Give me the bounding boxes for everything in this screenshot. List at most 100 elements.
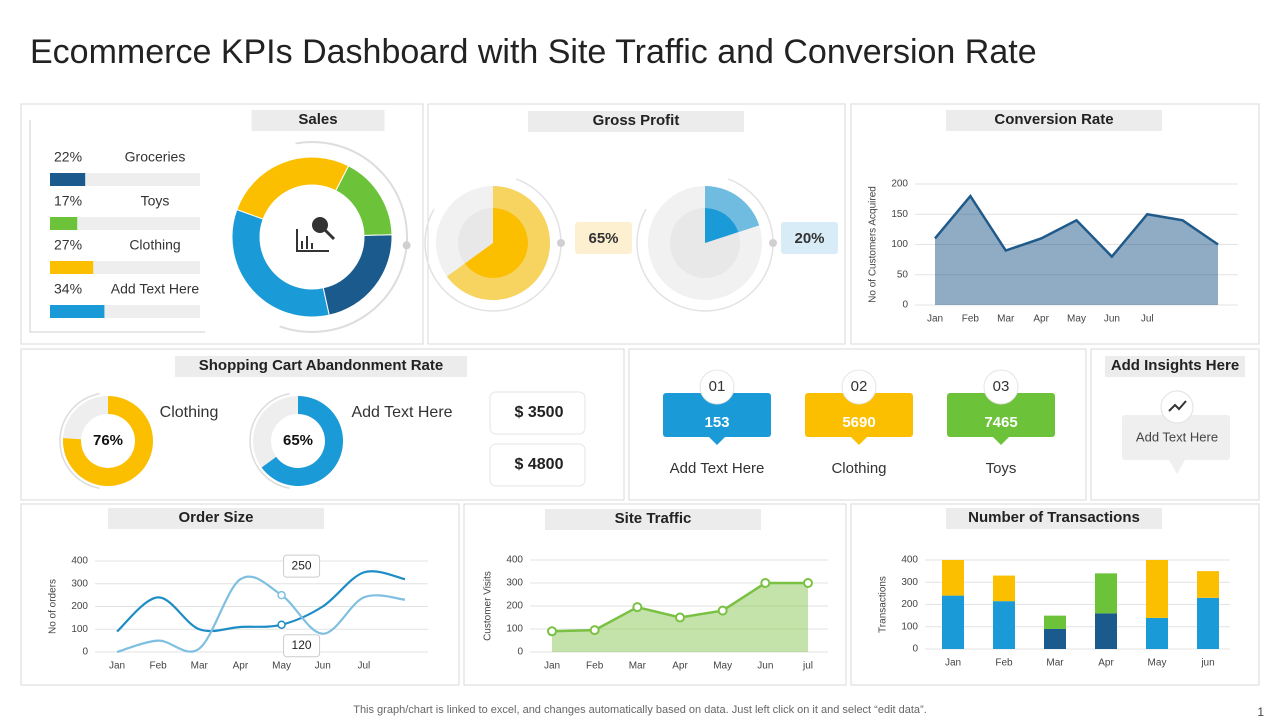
x-tick-label: Jul [1141, 314, 1154, 325]
value-box [781, 222, 838, 254]
y-axis-label: No of orders [48, 579, 59, 634]
bar-track [50, 217, 200, 230]
kpi-badge [841, 369, 877, 405]
panel-header-bg [528, 111, 744, 132]
panel-header-bg [251, 110, 385, 131]
amount-text: $ 3500 [515, 404, 564, 421]
icon [296, 229, 329, 252]
point [277, 620, 286, 629]
x-tick-label: Mar [997, 314, 1015, 325]
insight-icon-glyph [1168, 400, 1187, 412]
decor-dot [557, 239, 565, 247]
decor-dot [769, 239, 777, 247]
decor-line [29, 120, 205, 333]
point [277, 590, 286, 600]
category-label: Clothing [160, 404, 219, 421]
y-tick-label: 0 [82, 647, 88, 658]
x-tick-label: Mar [1046, 658, 1064, 669]
bar-segment [1095, 613, 1117, 649]
y-tick-label: 200 [71, 601, 88, 612]
data-label: 120 [292, 638, 312, 652]
footer-note: This graph/chart is linked to excel, and… [353, 704, 927, 716]
donut-segment [231, 208, 330, 318]
panel-header-bg [545, 509, 761, 530]
value-box [575, 222, 632, 254]
bar [50, 217, 78, 230]
y-tick-label: 200 [891, 179, 908, 190]
kpi-label: Clothing [831, 460, 886, 477]
y-tick-label: 50 [897, 269, 909, 280]
line [116, 570, 406, 633]
y-tick-label: 200 [901, 599, 918, 610]
y-tick-label: 300 [71, 578, 88, 589]
bar-segment [1095, 573, 1117, 614]
percent-label: 34% [54, 281, 82, 297]
x-tick-label: Feb [150, 661, 168, 672]
y-axis-label: Transactions [878, 576, 889, 633]
percent-label: 22% [54, 149, 82, 165]
kpi-number: 03 [993, 378, 1010, 395]
y-tick-label: 300 [506, 578, 523, 589]
bar-segment [1146, 617, 1168, 649]
icon [323, 228, 336, 241]
kpi-number: 02 [851, 378, 868, 395]
callout-pointer [1169, 460, 1185, 474]
point [675, 612, 685, 623]
point [547, 626, 557, 637]
y-tick-label: 400 [71, 556, 88, 567]
page-number: 1 [1257, 705, 1264, 719]
gauge-sector-inner [705, 208, 739, 243]
panel-title: Number of Transactions [968, 509, 1140, 526]
bar-segment [993, 575, 1015, 602]
decor-dot [402, 241, 411, 250]
kpi-pointer [851, 437, 867, 445]
y-axis-label: Customer Visits [483, 571, 494, 641]
panel-header-bg [108, 508, 324, 529]
x-tick-label: May [1148, 658, 1167, 669]
bar-segment [1044, 628, 1066, 649]
callout-box [283, 634, 321, 658]
kpi-card [663, 393, 771, 437]
x-tick-label: Jan [927, 314, 943, 325]
point [589, 625, 600, 636]
x-tick-label: May [272, 661, 291, 672]
bar-segment [942, 560, 964, 596]
kpi-value: 5690 [842, 414, 875, 431]
x-tick-label: Jan [544, 661, 560, 672]
bar-track [50, 173, 200, 186]
y-tick-label: 0 [912, 644, 918, 655]
x-tick-label: Feb [962, 314, 980, 325]
bar-segment [942, 595, 964, 649]
bar-segment [1197, 597, 1219, 649]
kpi-number: 01 [709, 378, 726, 395]
panel-title: Conversion Rate [994, 111, 1113, 128]
callout-box [1122, 415, 1230, 460]
kpi-pointer [993, 437, 1009, 445]
point [632, 602, 643, 613]
panel-header-bg [946, 508, 1162, 529]
panel-title: Add Insights Here [1111, 357, 1239, 374]
panel [850, 503, 1260, 686]
y-tick-label: 200 [506, 601, 523, 612]
ring-value [261, 396, 343, 486]
panel-title: Shopping Cart Abandonment Rate [199, 357, 443, 374]
kpi-pointer [709, 437, 725, 445]
amount-box [489, 391, 586, 435]
x-tick-label: Mar [629, 661, 647, 672]
y-tick-label: 150 [891, 209, 908, 220]
percent-label: 27% [54, 237, 82, 253]
callout-box [283, 554, 321, 578]
x-tick-label: Feb [586, 661, 604, 672]
y-tick-label: 100 [506, 624, 523, 635]
ring-value [63, 396, 154, 487]
y-tick-label: 0 [902, 300, 908, 311]
panel-header-bg [1105, 356, 1245, 377]
x-tick-label: Feb [995, 658, 1013, 669]
x-tick-label: Jun [757, 661, 773, 672]
ring-label: 65% [283, 432, 313, 449]
panel [463, 503, 847, 686]
percent-label: 17% [54, 193, 82, 209]
kpi-card [805, 393, 913, 437]
donut-center [268, 193, 356, 281]
